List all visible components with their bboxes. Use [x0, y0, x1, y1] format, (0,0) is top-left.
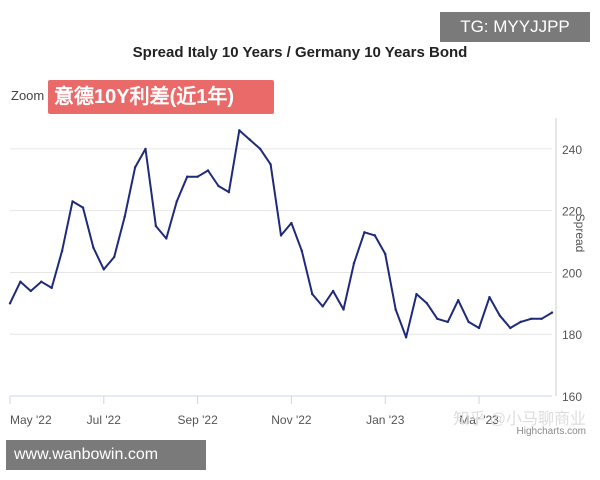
data-point	[102, 268, 106, 271]
data-point	[206, 169, 210, 172]
data-point	[331, 289, 335, 293]
zoom-banner: 意德10Y利差(近1年)	[48, 80, 274, 114]
data-point	[227, 190, 231, 194]
data-point	[92, 246, 95, 249]
x-tick-label: Nov '22	[271, 413, 312, 427]
data-point	[290, 221, 293, 225]
data-point	[384, 252, 387, 256]
data-point	[81, 206, 85, 209]
zoom-label: Zoom	[11, 88, 45, 103]
data-point	[123, 215, 126, 219]
data-point	[248, 138, 251, 141]
y-tick-label: 220	[562, 205, 582, 219]
data-point	[269, 163, 272, 166]
data-point	[342, 308, 345, 311]
data-point	[321, 305, 324, 308]
data-point	[529, 317, 533, 320]
data-point	[175, 200, 178, 203]
data-point	[300, 249, 304, 253]
data-point	[113, 255, 116, 259]
y-tick-label: 160	[562, 390, 582, 404]
data-point	[404, 336, 408, 339]
data-point	[279, 234, 283, 237]
data-point	[196, 175, 199, 178]
data-point	[394, 308, 397, 311]
data-point	[373, 234, 377, 237]
x-tick-label: May '22	[10, 413, 52, 427]
data-point	[467, 320, 470, 324]
data-point	[60, 249, 64, 253]
chart-title: Spread Italy 10 Years / Germany 10 Years…	[132, 44, 468, 61]
y-tick-label: 200	[562, 266, 582, 280]
data-point	[8, 302, 12, 305]
data-point	[133, 166, 137, 169]
data-point	[29, 289, 33, 293]
data-point	[185, 175, 189, 178]
data-point	[154, 224, 158, 228]
data-point	[352, 261, 356, 265]
highcharts-credits[interactable]: Highcharts.com	[516, 426, 586, 437]
data-point	[144, 147, 147, 151]
data-point	[509, 326, 512, 330]
data-point	[415, 292, 418, 296]
data-point	[363, 231, 366, 234]
data-point	[50, 286, 53, 290]
tg-badge: TG: MYYJJPP	[440, 12, 590, 42]
data-point	[40, 280, 43, 283]
data-point	[425, 302, 429, 305]
data-point	[550, 311, 554, 314]
data-point	[519, 320, 522, 324]
site-watermark-banner: www.wanbowin.com	[6, 440, 206, 470]
x-tick-label: Mar '23	[459, 413, 499, 427]
data-point	[217, 184, 220, 188]
zhihu-watermark: 知乎 @小马聊商业	[453, 411, 586, 428]
y-axis-title: Spread	[573, 213, 587, 253]
x-tick-label: Jan '23	[366, 413, 405, 427]
data-point	[456, 299, 460, 302]
data-point	[446, 320, 449, 324]
y-tick-label: 240	[562, 143, 582, 157]
data-point	[540, 317, 543, 320]
data-point	[488, 295, 491, 299]
data-point	[258, 147, 262, 151]
y-tick-label: 180	[562, 328, 582, 342]
data-point	[311, 292, 314, 296]
data-point	[19, 280, 22, 283]
series-line-spread	[9, 129, 553, 339]
x-tick-label: Jul '22	[87, 413, 122, 427]
data-point	[477, 326, 481, 330]
data-point	[498, 314, 502, 317]
data-point	[436, 317, 439, 320]
data-point	[165, 237, 168, 240]
x-tick-label: Sep '22	[177, 413, 218, 427]
data-point	[238, 129, 241, 132]
data-point	[71, 200, 74, 203]
